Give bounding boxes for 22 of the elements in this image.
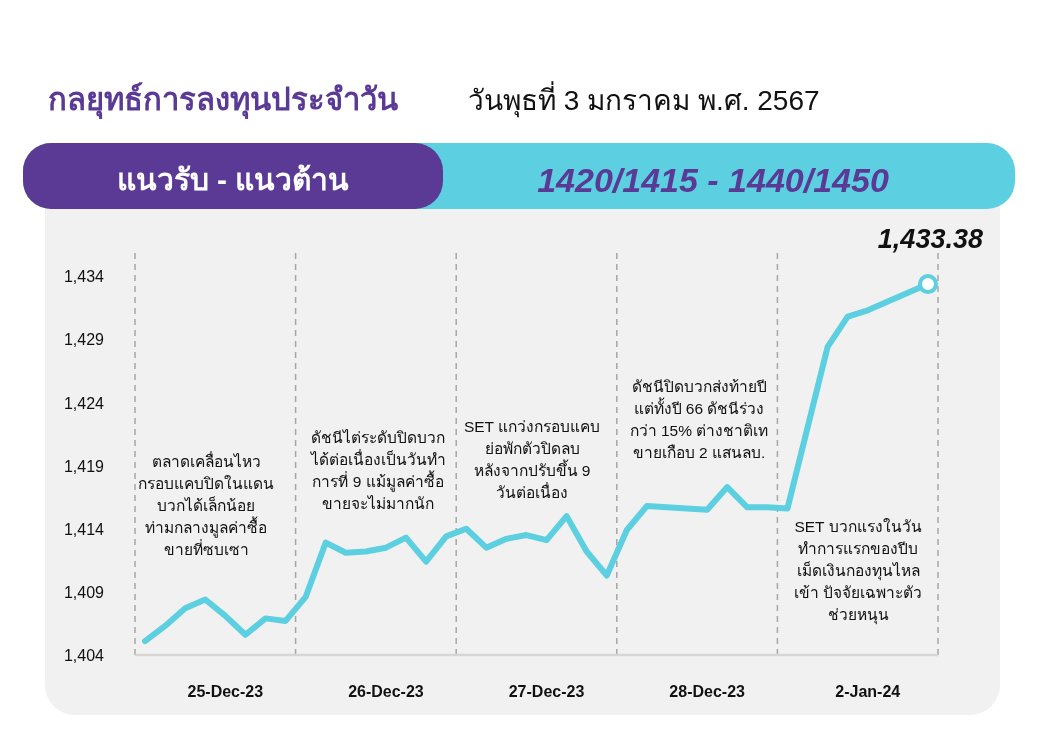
y-tick-label: 1,429 (63, 331, 105, 349)
y-tick-label: 1,419 (63, 457, 105, 475)
annotation: SET บวกแรงในวัน ทำการแรกของปีบ เม็ดเงินกองทุนไหล เข้า ปัจจัยเฉพาะตัว ช่วยหนุน (793, 518, 923, 625)
chart-title: กลยุทธ์การลงทุนประจำวัน (48, 82, 398, 119)
text: 1420/1415 - 1440/1450 (537, 161, 889, 199)
y-tick-label: 1,409 (63, 583, 105, 601)
x-tick-label: 27-Dec-23 (508, 683, 585, 700)
y-tick-label: 1,404 (63, 647, 105, 664)
chart-subtitle: วันพุธที่ 3 มกราคม พ.ศ. 2567 (468, 81, 820, 118)
x-tick-label: 25-Dec-23 (187, 683, 264, 700)
annotation: SET แกว่งกรอบแคบ ย่อพักตัวปิดลบ หลังจากปรับขึ้น 9 วันต่อเนื่อง (463, 418, 601, 501)
text: แนวรับ - แนวต้าน (116, 163, 350, 196)
y-tick-label: 1,414 (63, 520, 105, 538)
y-tick-label: 1,424 (63, 394, 105, 412)
annotation: 1,433.38 (877, 224, 983, 255)
annotation: ดัชนีไต่ระดับปิดบวก ได้ต่อเนื่องเป็นวันทำ การที่ 9 แม้มูลค่าซื้อ ขายจะไม่มากนัก (308, 429, 446, 512)
x-tick-label: 28-Dec-23 (669, 683, 746, 700)
annotation: ตลาดเคลื่อนไหว กรอบแคบปิดในแดน บวกได้เล็กน้อย ท่ามกลางมูลค่าซื้อ ขายที่ซบเซา (138, 451, 274, 558)
annotation: ดัชนีปิดบวกส่งท้ายปี แต่ทั้งปี 66 ดัชนีร่วง กว่า 15% ต่างชาติเท ขายเกือบ 2 แสนลบ. (629, 378, 769, 461)
x-tick-label: 26-Dec-23 (348, 683, 424, 700)
y-tick-label: 1,434 (63, 268, 105, 286)
x-tick-label: 2-Jan-24 (835, 683, 901, 700)
